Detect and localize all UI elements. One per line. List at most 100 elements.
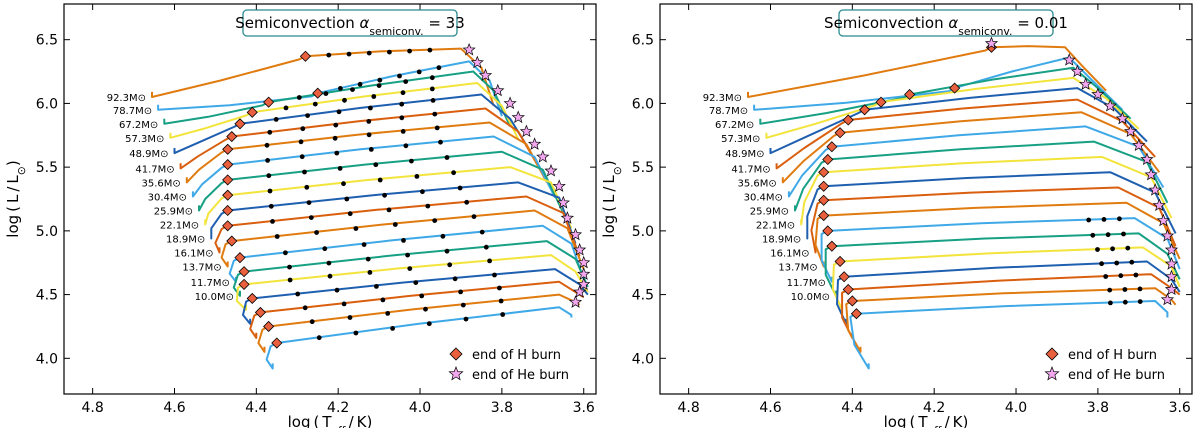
data-dot [353,226,359,231]
data-dot [434,125,440,131]
x-axis-label: log ( Teff / K) [288,413,373,428]
data-dot [399,115,405,121]
diamond-icon [449,347,463,361]
y-axis-label: log ( L / L⊙) [600,160,624,237]
mass-label: 16.1M⊙ [174,249,213,260]
hburn-diamond [222,204,234,217]
heburn-star [1160,229,1175,242]
hburn-diamond [263,320,275,333]
axes-frame [659,3,1193,395]
hburn-diamond [818,180,830,192]
y-tick-label: 5.0 [36,224,58,240]
evolution-track [794,140,1169,212]
data-dot [483,244,489,250]
data-dot [425,203,431,209]
legend: end of H burn end of He burn [448,347,569,383]
evolution-track [759,66,1132,125]
mass-label: 18.9M⊙ [166,235,205,246]
hburn-diamond [850,308,862,320]
data-dot [1118,273,1124,279]
mass-label: 57.3M⊙ [125,134,164,145]
data-dot [309,319,315,325]
data-dot [1121,231,1126,237]
data-dot [380,297,386,303]
heburn-star [1152,198,1166,211]
data-dot [368,105,373,111]
evolution-track [845,287,1177,353]
mass-labels: 92.3M⊙ 78.7M⊙ 67.2M⊙ 57.3M⊙ 48.9M⊙ 41.7M⊙ 35.6… [703,93,830,303]
evolution-track [157,60,503,117]
heburn-star [1115,111,1130,125]
data-dot [361,242,367,248]
data-dot [1137,299,1143,304]
heburn-star [470,55,484,69]
data-dot [336,109,342,115]
hburn-diamond [818,194,830,206]
data-dot [1101,217,1107,222]
hburn-diamond [822,225,834,237]
data-dot [400,90,406,96]
hburn-diamond [234,252,246,264]
data-dot [407,48,412,54]
hburn-diamond [846,295,858,307]
hburn-diamond [271,337,283,349]
hburn-diamond [263,96,275,108]
data-dot [420,189,425,195]
x-tick-label: 4.6 [759,400,781,416]
heburn-star [491,83,505,97]
heburn-star [1156,213,1171,227]
hburn-diamond [234,118,246,130]
data-dot [273,117,279,122]
hburn-markers [222,50,324,349]
legend-hburn-label: end of H burn [1068,348,1157,363]
data-dot [334,287,340,293]
data-dot [385,311,391,316]
mass-label: 35.6M⊙ [141,178,180,189]
data-dot [295,291,301,297]
data-dot [438,139,443,145]
heburn-star [1124,124,1138,138]
hburn-markers [818,41,998,320]
mass-label: 78.7M⊙ [113,106,152,117]
hburn-diamond [226,130,238,143]
x-tick-label: 4.0 [409,400,431,416]
y-tick-label: 6.0 [632,96,654,112]
mass-label: 18.9M⊙ [762,235,801,246]
data-dot [314,230,319,235]
heburn-star [556,195,570,209]
right-panel: 4.8 4.6 4.4 4.2 4.0 3.8 3.6 4.0 4.5 5.0 5.5 6.0 6.5 l… [600,3,1193,428]
data-dot [357,81,363,87]
heburn-markers [984,36,1179,306]
heburn-star [1148,183,1162,196]
mass-label: 13.7M⊙ [182,263,221,274]
data-dot [326,52,332,58]
data-dot [440,233,446,239]
legend: end of H burn end of He burn [1044,347,1165,383]
mass-label: 48.9M⊙ [725,149,764,160]
heburn-star [1164,269,1179,283]
title-box [242,9,458,37]
mass-label: 92.3M⊙ [703,93,742,104]
hburn-diamond [822,153,834,166]
data-dot [444,155,450,160]
heburn-star [552,179,566,192]
data-dot [497,285,502,291]
data-dot [266,173,272,179]
mass-label: 35.6M⊙ [737,178,776,189]
y-tick-label: 4.5 [36,288,58,304]
data-dot [423,306,428,312]
hburn-diamond [904,88,916,101]
y-tick-label: 5.5 [36,160,58,176]
x-tick-label: 4.2 [923,400,945,416]
data-dot [429,75,435,81]
data-dot [332,135,338,141]
data-dot [1090,232,1096,238]
data-dot [458,289,463,295]
data-dot [500,312,506,317]
data-dot [367,270,373,275]
data-dot [347,211,353,217]
data-dot [416,69,422,75]
data-dot [333,122,339,128]
data-dot [492,272,497,278]
hburn-diamond [875,96,887,108]
